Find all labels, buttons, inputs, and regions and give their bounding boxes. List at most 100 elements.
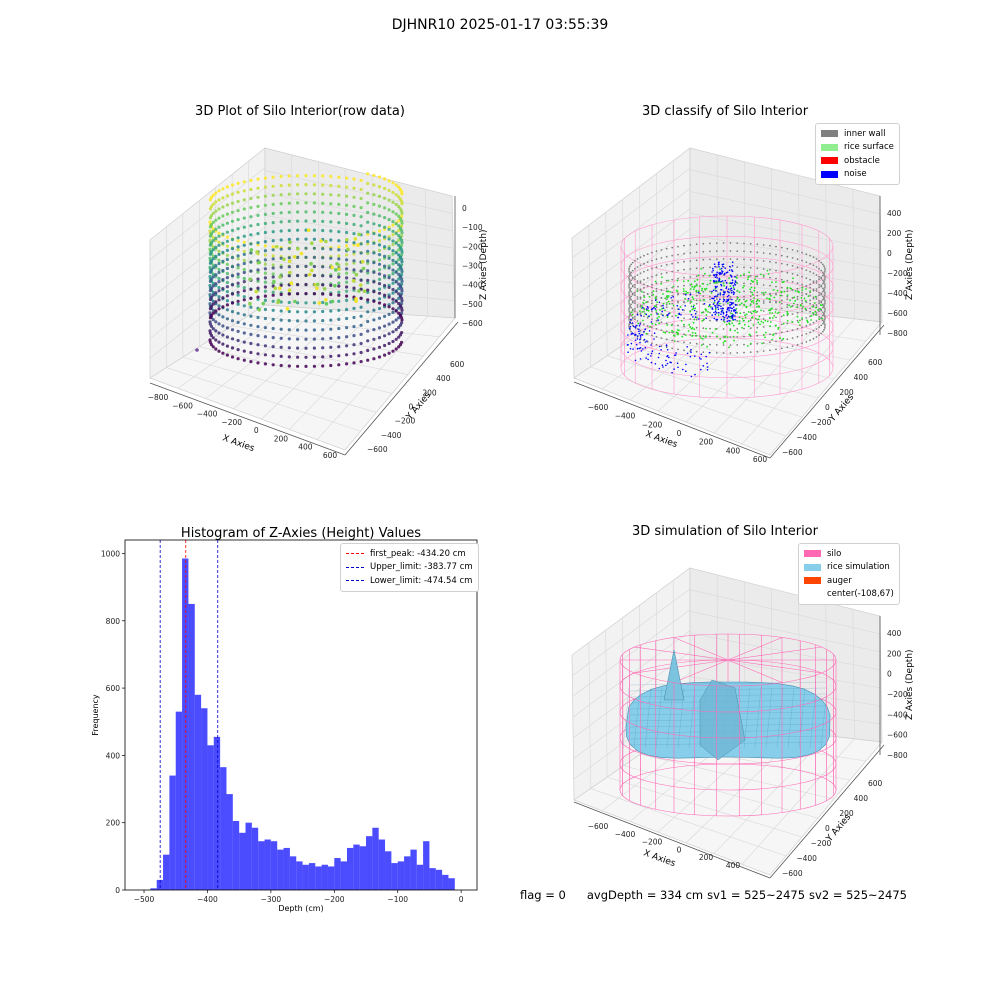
rice-surface-point — [753, 297, 755, 299]
raw-point — [282, 257, 286, 262]
raw-point — [221, 333, 225, 337]
simulation-z-tick: −400 — [887, 710, 908, 719]
noise-point — [719, 292, 722, 294]
noise-point — [636, 348, 639, 350]
raw-point — [377, 204, 382, 208]
inner-wall-point — [683, 309, 685, 312]
inner-wall-point — [801, 294, 803, 297]
raw-point — [242, 295, 246, 299]
inner-wall-point — [815, 298, 818, 300]
raw-point — [242, 207, 246, 211]
inner-wall-point — [762, 300, 765, 302]
inner-wall-point — [786, 263, 789, 266]
inner-wall-point — [796, 274, 799, 277]
histogram-y-tick: 400 — [106, 751, 121, 760]
inner-wall-point — [762, 318, 765, 320]
rice-surface-point — [760, 309, 762, 312]
inner-wall-point — [630, 290, 632, 293]
histogram-bar — [182, 558, 189, 890]
raw-point — [394, 251, 398, 255]
noise-point — [713, 274, 715, 276]
noise-point — [720, 313, 722, 316]
inner-wall-point — [709, 266, 711, 269]
raw-y-tick: −400 — [381, 431, 402, 440]
noise-point — [715, 290, 717, 292]
raw-point — [329, 247, 333, 251]
rice-surface-point — [736, 289, 739, 292]
raw-point — [366, 310, 370, 314]
inner-wall-point — [812, 329, 815, 332]
raw-point — [337, 248, 341, 252]
raw-point — [366, 290, 370, 294]
raw-point — [377, 175, 382, 179]
raw-point — [271, 317, 275, 321]
noise-point — [715, 312, 717, 314]
rice-surface-point — [739, 303, 741, 306]
raw-point — [209, 313, 214, 317]
raw-point — [236, 357, 240, 361]
simulation-y-tick: −200 — [811, 839, 832, 848]
histogram-y-tick: 200 — [106, 819, 121, 828]
inner-wall-point — [805, 317, 808, 319]
noise-point — [711, 314, 713, 316]
raw-point — [225, 276, 229, 280]
raw-point — [394, 337, 398, 341]
inner-wall-point — [805, 341, 808, 343]
raw-point — [230, 228, 235, 232]
noise-point — [713, 263, 716, 266]
simulation-legend: silo rice simulation auger center(-108,6… — [798, 543, 900, 605]
noise-point — [665, 344, 668, 346]
rice-surface-point — [804, 299, 807, 302]
noise-point — [639, 341, 641, 344]
raw-point — [359, 332, 363, 336]
raw-point — [221, 278, 225, 282]
raw-point — [209, 304, 214, 308]
inner-wall-point — [665, 346, 668, 349]
noise-point — [697, 292, 700, 294]
inner-wall-point — [822, 319, 824, 322]
inner-wall-point — [695, 259, 698, 262]
rice-surface-point — [719, 302, 721, 305]
inner-wall-point — [729, 328, 732, 330]
inner-wall-point — [628, 315, 631, 317]
raw-point — [377, 345, 382, 349]
raw-point — [287, 265, 291, 269]
status-line: flag = 0 avgDepth = 334 cm sv1 = 525~2475 s… — [520, 888, 920, 902]
raw-point — [263, 285, 267, 289]
noise-point — [643, 338, 646, 341]
inner-wall-point — [702, 242, 705, 245]
raw-point — [263, 240, 267, 244]
raw-point — [225, 303, 229, 307]
inner-wall-point — [677, 348, 679, 351]
raw-point — [359, 360, 363, 364]
raw-point — [211, 311, 215, 315]
raw-point — [394, 318, 398, 322]
raw-point — [230, 328, 235, 332]
raw-point — [321, 364, 325, 368]
noise-point — [639, 336, 642, 338]
histogram-bar — [258, 841, 265, 890]
rice-surface-point — [750, 279, 753, 282]
noise-point — [722, 313, 725, 315]
inner-wall-point — [791, 281, 794, 283]
raw-point — [366, 201, 370, 205]
raw-point — [217, 240, 221, 244]
rice-surface-point — [689, 326, 692, 328]
noise-point — [720, 310, 723, 313]
raw-z-tick: −100 — [462, 223, 483, 232]
raw-point — [285, 307, 290, 311]
rice-surface-point — [798, 291, 800, 294]
raw-point — [296, 192, 300, 196]
inner-wall-point — [729, 312, 732, 314]
raw-point — [263, 258, 267, 262]
raw-point — [242, 286, 246, 290]
raw-x-tick: −600 — [172, 401, 193, 410]
raw-point — [377, 223, 382, 228]
inner-wall-point — [815, 280, 818, 282]
histogram-bar — [410, 849, 417, 890]
inner-wall-point — [671, 270, 674, 273]
raw-point — [352, 213, 356, 217]
inner-wall-point — [639, 281, 642, 284]
inner-wall-point — [743, 266, 745, 269]
rice-surface-point — [667, 290, 670, 293]
